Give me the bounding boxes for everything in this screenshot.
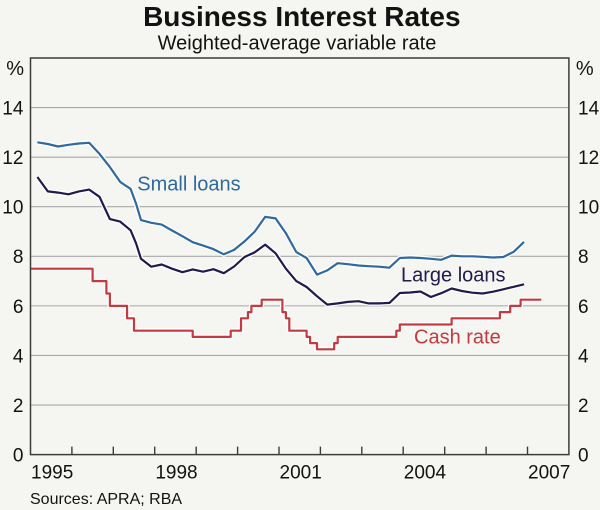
svg-text:Cash rate: Cash rate [414, 326, 501, 348]
svg-text:6: 6 [13, 297, 24, 318]
svg-text:2001: 2001 [280, 462, 322, 483]
svg-text:8: 8 [578, 247, 589, 268]
svg-text:Business Interest Rates: Business Interest Rates [143, 1, 460, 32]
svg-text:10: 10 [578, 198, 599, 219]
svg-text:12: 12 [578, 148, 599, 169]
svg-text:14: 14 [578, 99, 600, 120]
svg-text:%: % [576, 58, 594, 80]
svg-text:14: 14 [2, 99, 24, 120]
svg-text:Weighted-average variable rate: Weighted-average variable rate [158, 32, 437, 54]
svg-text:%: % [6, 58, 24, 80]
svg-text:6: 6 [578, 297, 589, 318]
svg-text:2004: 2004 [404, 462, 447, 483]
svg-text:4: 4 [13, 346, 24, 367]
svg-text:0: 0 [13, 446, 24, 467]
svg-text:8: 8 [13, 247, 24, 268]
svg-text:2: 2 [13, 396, 24, 417]
svg-text:1995: 1995 [31, 462, 73, 483]
svg-text:Small loans: Small loans [137, 173, 240, 195]
svg-text:12: 12 [2, 148, 23, 169]
svg-text:Large loans: Large loans [401, 264, 506, 286]
svg-text:4: 4 [578, 346, 589, 367]
svg-text:1998: 1998 [155, 462, 197, 483]
svg-text:0: 0 [578, 446, 589, 467]
svg-text:Sources: APRA; RBA: Sources: APRA; RBA [30, 491, 182, 508]
svg-text:2: 2 [578, 396, 589, 417]
svg-text:2007: 2007 [528, 462, 570, 483]
svg-text:10: 10 [2, 198, 23, 219]
